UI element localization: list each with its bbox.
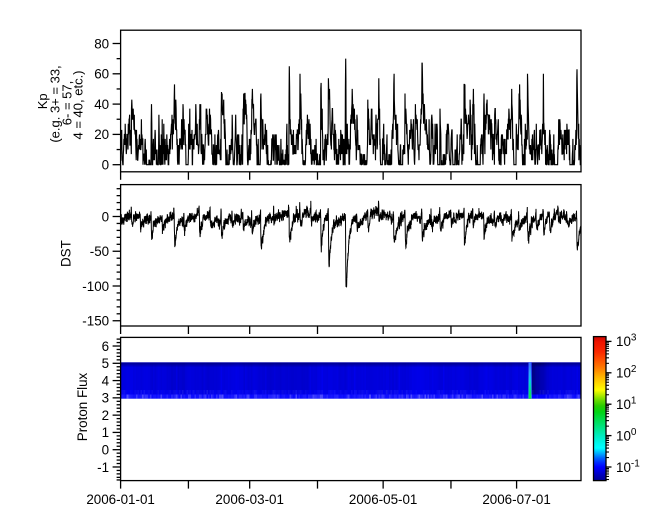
svg-text:-100: -100 <box>82 279 109 294</box>
svg-text:-150: -150 <box>82 314 109 329</box>
svg-text:6: 6 <box>102 339 109 354</box>
svg-text:Proton Flux: Proton Flux <box>75 372 90 441</box>
svg-text:5: 5 <box>102 356 109 371</box>
svg-text:0: 0 <box>102 158 109 173</box>
svg-text:80: 80 <box>94 36 109 51</box>
svg-text:40: 40 <box>94 97 109 112</box>
svg-text:0: 0 <box>102 443 109 458</box>
svg-text:DST: DST <box>58 240 73 267</box>
svg-text:Kp: Kp <box>35 93 50 109</box>
svg-text:2006-01-01: 2006-01-01 <box>86 492 155 507</box>
svg-text:2: 2 <box>102 408 109 423</box>
svg-text:-1: -1 <box>97 460 109 475</box>
svg-text:2006-03-01: 2006-03-01 <box>215 492 284 507</box>
svg-text:(e.g. 3+ = 33,: (e.g. 3+ = 33, <box>47 65 62 142</box>
svg-text:2006-05-01: 2006-05-01 <box>349 492 418 507</box>
svg-text:4 = 40, etc.): 4 = 40, etc.) <box>71 70 86 139</box>
svg-text:2006-07-01: 2006-07-01 <box>482 492 551 507</box>
svg-text:1: 1 <box>102 425 109 440</box>
svg-text:20: 20 <box>94 127 109 142</box>
svg-text:4: 4 <box>102 373 110 388</box>
svg-text:-50: -50 <box>90 244 109 259</box>
svg-text:0: 0 <box>102 209 109 224</box>
svg-text:3: 3 <box>102 391 109 406</box>
svg-text:6- = 57,: 6- = 57, <box>59 81 74 125</box>
svg-text:60: 60 <box>94 67 109 82</box>
